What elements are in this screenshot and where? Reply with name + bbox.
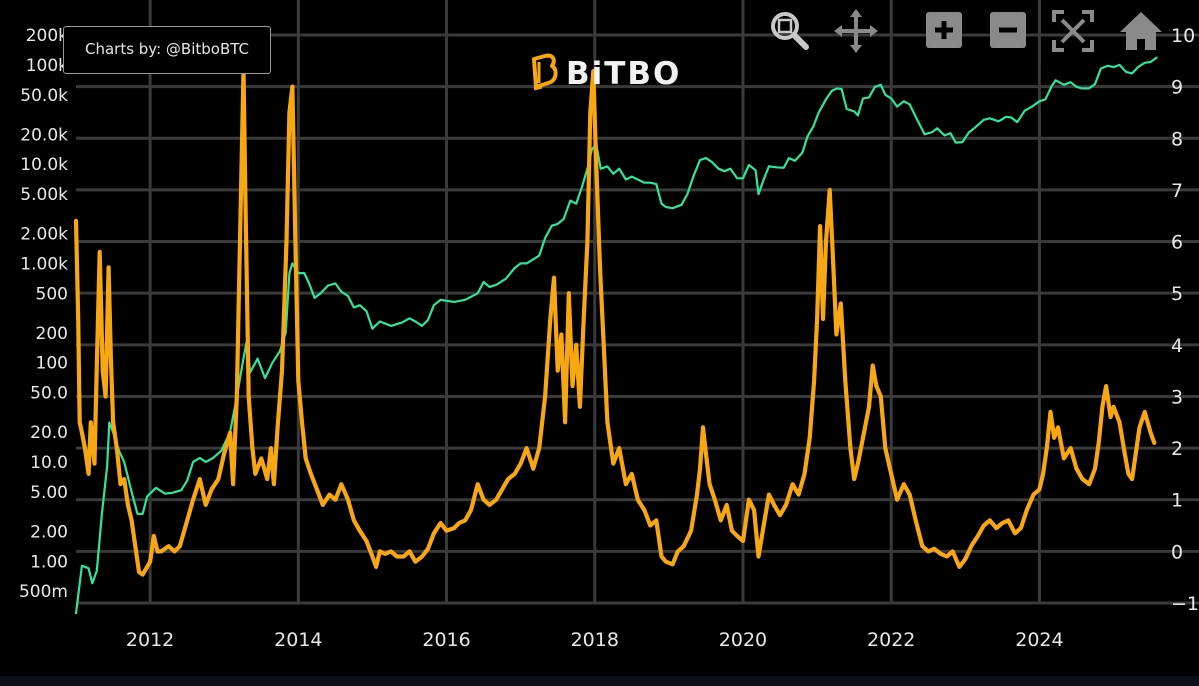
- y-right-tick-label: 2: [1171, 438, 1183, 460]
- x-tick-label: 2016: [422, 629, 470, 651]
- y-left-tick-label: 2.00k: [20, 225, 68, 245]
- y-right-tick-label: 4: [1171, 335, 1183, 357]
- bitbo-wordmark: BiTBO: [566, 56, 682, 92]
- charts-by-watermark: Charts by: @BitboBTC: [63, 26, 271, 74]
- y-left-tick-label: 500: [36, 284, 68, 304]
- bottom-strip: [0, 676, 1199, 686]
- y-right-tick-label: 1: [1171, 490, 1183, 512]
- y-left-tick-label: 1.00k: [20, 254, 68, 274]
- y-left-tick-label: 1.00: [30, 552, 68, 572]
- zoom-in-icon[interactable]: [922, 8, 968, 54]
- y-axis-left: 500m 1.00 2.00 5.00 10.0 20.0 50.0 100 200 500 1.0…: [19, 26, 68, 602]
- y-left-tick-label: 100: [36, 354, 68, 374]
- y-left-tick-label: 20.0: [30, 423, 68, 443]
- bitbo-logo-icon: [532, 53, 558, 91]
- zoom-out-icon[interactable]: [986, 8, 1032, 54]
- y-left-tick-label: 100k: [26, 56, 68, 76]
- y-left-tick-label: 10.0: [30, 453, 68, 473]
- x-tick-label: 2018: [571, 629, 619, 651]
- pan-icon[interactable]: [833, 8, 879, 54]
- y-right-tick-label: 9: [1171, 77, 1183, 99]
- y-left-tick-label: 200k: [26, 26, 68, 46]
- indicator-line: [73, 69, 1157, 577]
- y-right-tick-label: −1: [1171, 593, 1199, 615]
- y-right-tick-label: 7: [1171, 180, 1183, 202]
- y-left-tick-label: 50.0k: [20, 86, 68, 106]
- autoscale-icon[interactable]: [1050, 8, 1096, 54]
- x-tick-label: 2022: [867, 629, 915, 651]
- reset-home-icon[interactable]: [1118, 8, 1164, 54]
- series-layer: [73, 56, 1158, 615]
- y-right-tick-label: 10: [1171, 25, 1195, 47]
- bitbo-logo: BiTBO: [528, 52, 681, 96]
- x-axis: 2012 2014 2016 2018 2020 2022 2024: [126, 629, 1064, 651]
- y-left-tick-label: 5.00: [30, 483, 68, 503]
- y-left-tick-label: 5.00k: [20, 185, 68, 205]
- y-left-tick-label: 20.0k: [20, 125, 68, 145]
- chart-toolbar: [738, 8, 1169, 60]
- y-right-tick-label: 5: [1171, 283, 1183, 305]
- y-right-tick-label: 6: [1171, 232, 1183, 254]
- y-left-tick-label: 500m: [19, 582, 68, 602]
- y-left-tick-label: 2.00: [30, 522, 68, 542]
- zoom-icon[interactable]: [766, 8, 812, 54]
- y-left-tick-label: 10.0k: [20, 155, 68, 175]
- y-right-tick-label: 3: [1171, 386, 1183, 408]
- y-right-tick-label: 8: [1171, 128, 1183, 150]
- x-tick-label: 2012: [126, 629, 174, 651]
- y-right-tick-label: 0: [1171, 541, 1183, 563]
- x-tick-label: 2024: [1015, 629, 1063, 651]
- x-tick-label: 2014: [274, 629, 322, 651]
- x-tick-label: 2020: [719, 629, 767, 651]
- y-left-tick-label: 50.0: [30, 384, 68, 404]
- y-left-tick-label: 200: [36, 324, 68, 344]
